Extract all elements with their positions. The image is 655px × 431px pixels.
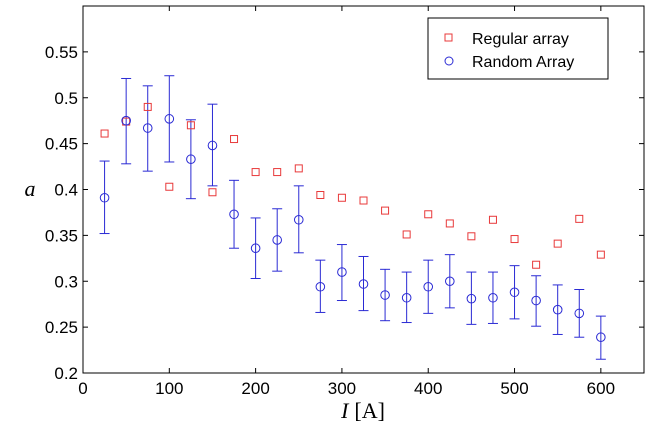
- regular-array-point: [359, 196, 368, 205]
- regular-array-point: [294, 164, 303, 173]
- random-array-point: [358, 279, 369, 289]
- regular-array-point: [596, 250, 605, 259]
- random-array-point: [509, 287, 520, 298]
- x-tick-label: 0: [78, 379, 87, 398]
- random-array-point: [423, 281, 434, 292]
- random-array-point: [229, 209, 239, 220]
- x-tick-label: 300: [328, 379, 356, 398]
- y-tick-label: 0.3: [54, 272, 78, 291]
- random-array-point: [401, 292, 412, 303]
- y-tick-label: 0.35: [45, 226, 78, 245]
- random-array-point: [272, 235, 282, 245]
- legend: Regular array Random Array: [427, 17, 609, 80]
- random-array-point: [337, 267, 347, 277]
- regular-array-point: [165, 182, 174, 191]
- regular-array-point: [337, 193, 346, 202]
- regular-array-point: [143, 102, 152, 111]
- x-tick-label: 500: [500, 379, 528, 398]
- legend-box: [427, 17, 609, 80]
- x-axis-symbol: I: [340, 398, 350, 423]
- random-array-point: [142, 123, 153, 133]
- regular-array-point: [488, 215, 497, 224]
- regular-array-point: [424, 210, 433, 219]
- regular-array-point: [467, 232, 476, 241]
- legend-label-random: Random Array: [472, 54, 574, 71]
- regular-array-point: [445, 219, 454, 228]
- x-tick-label: 400: [414, 379, 442, 398]
- y-tick-label: 0.4: [54, 181, 78, 200]
- random-array-point: [574, 308, 585, 319]
- x-tick-label: 200: [241, 379, 269, 398]
- x-axis-label: I [A]: [340, 398, 385, 423]
- random-array-point: [315, 281, 326, 292]
- legend-marker-random: [444, 56, 454, 66]
- random-array-point: [531, 295, 541, 306]
- regular-array-point: [251, 168, 260, 177]
- y-axis-label: a: [25, 176, 36, 201]
- random-array-point: [552, 304, 563, 315]
- regular-array-point: [100, 129, 109, 138]
- regular-array-point: [230, 135, 239, 144]
- random-array-point: [488, 292, 498, 303]
- regular-array-point: [381, 206, 390, 215]
- random-array-point: [596, 332, 606, 343]
- y-tick-label: 0.2: [54, 364, 78, 383]
- y-tick-label: 0.5: [54, 89, 78, 108]
- random-array-point: [250, 243, 261, 254]
- legend-label-regular: Regular array: [472, 31, 569, 48]
- regular-array-point: [510, 235, 519, 244]
- regular-array-point: [316, 191, 325, 200]
- error-bars: [99, 75, 606, 360]
- random-array-point: [466, 293, 477, 304]
- legend-marker-regular: [444, 33, 453, 42]
- regular-array-point: [575, 214, 584, 223]
- y-tick-label: 0.55: [45, 43, 78, 62]
- x-axis-unit: [A]: [354, 398, 385, 423]
- tick-labels: 0 100 200 300 400 500 600 0.2 0.25 0.3 0.35 0.4 0.45…: [45, 43, 615, 398]
- random-array-point: [445, 276, 455, 287]
- random-array-point: [121, 115, 131, 126]
- random-array-point: [186, 154, 196, 165]
- random-array-point: [207, 140, 218, 151]
- data-points: [99, 102, 606, 343]
- random-array-point: [293, 214, 304, 225]
- regular-array-point: [402, 230, 411, 239]
- regular-array-point: [186, 121, 195, 130]
- x-tick-label: 600: [587, 379, 615, 398]
- x-tick-label: 100: [155, 379, 183, 398]
- random-array-point: [164, 114, 175, 124]
- regular-array-point: [208, 188, 217, 197]
- regular-array-point: [553, 239, 562, 248]
- axis-ticks: [82, 6, 644, 374]
- y-tick-label: 0.45: [45, 135, 78, 154]
- random-array-point: [99, 192, 110, 203]
- regular-array-point: [273, 168, 282, 177]
- regular-array-point: [532, 260, 541, 269]
- random-array-point: [380, 290, 390, 300]
- y-tick-label: 0.25: [45, 318, 78, 337]
